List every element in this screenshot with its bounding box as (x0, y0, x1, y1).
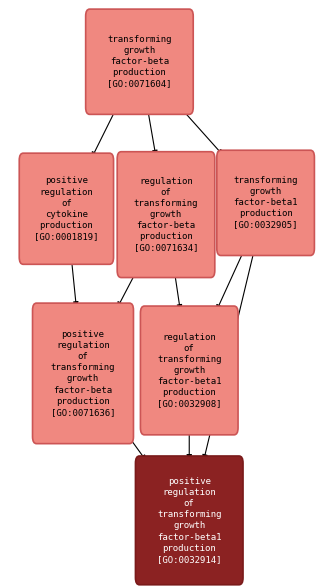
FancyBboxPatch shape (33, 303, 133, 444)
FancyBboxPatch shape (117, 152, 215, 278)
FancyBboxPatch shape (140, 306, 238, 435)
Text: positive
regulation
of
cytokine
production
[GO:0001819]: positive regulation of cytokine producti… (34, 176, 99, 241)
Text: transforming
growth
factor-beta1
production
[GO:0032905]: transforming growth factor-beta1 product… (233, 176, 298, 229)
Text: regulation
of
transforming
growth
factor-beta
production
[GO:0071634]: regulation of transforming growth factor… (134, 177, 198, 252)
FancyBboxPatch shape (86, 9, 193, 114)
Text: transforming
growth
factor-beta
production
[GO:0071604]: transforming growth factor-beta producti… (107, 35, 172, 88)
Text: regulation
of
transforming
growth
factor-beta1
production
[GO:0032908]: regulation of transforming growth factor… (157, 333, 221, 408)
FancyBboxPatch shape (217, 151, 314, 255)
FancyBboxPatch shape (135, 456, 243, 584)
Text: positive
regulation
of
transforming
growth
factor-beta
production
[GO:0071636]: positive regulation of transforming grow… (51, 330, 115, 417)
FancyBboxPatch shape (19, 153, 114, 265)
Text: positive
regulation
of
transforming
growth
factor-beta1
production
[GO:0032914]: positive regulation of transforming grow… (157, 477, 221, 564)
